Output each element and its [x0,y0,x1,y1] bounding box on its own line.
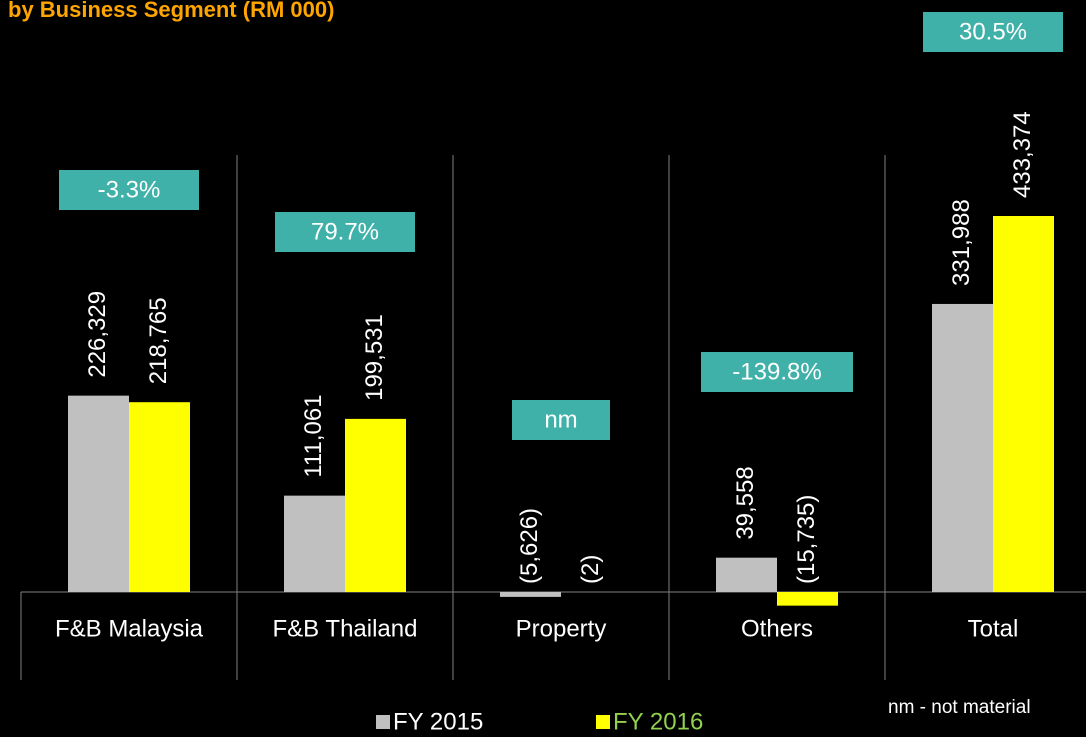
x-tick-label: F&B Thailand [273,615,418,642]
footnote: nm - not material [888,697,1031,718]
bar [68,395,129,592]
data-label: 433,374 [1009,111,1036,198]
change-box [275,212,415,252]
legend-label: FY 2015 [393,708,483,735]
legend-label: FY 2016 [613,708,703,735]
change-box [512,400,610,440]
legend-swatch [376,715,390,729]
change-label: 79.7% [311,218,379,245]
change-box [59,170,199,210]
x-tick-label: F&B Malaysia [55,615,204,642]
data-label: 39,558 [732,466,759,539]
legend-swatch [596,715,610,729]
bar [500,592,561,597]
bar [932,303,993,592]
change-box [923,12,1063,52]
bar [716,557,777,592]
data-label: 111,061 [300,394,327,477]
data-label: (5,626) [516,508,543,584]
change-label: -139.8% [732,358,821,385]
change-box [701,352,853,392]
change-label: nm [544,406,577,433]
chart-title: by Business Segment (RM 000) [8,0,334,22]
bar [993,216,1054,592]
change-label: 30.5% [959,18,1027,45]
data-label: (15,735) [793,495,820,584]
x-tick-label: Total [968,615,1019,642]
data-label: (2) [577,555,604,584]
bar [345,418,406,592]
x-tick-label: Property [516,615,607,642]
data-label: 199,531 [361,314,388,401]
bar [129,402,190,592]
change-label: -3.3% [98,176,161,203]
bar [284,495,345,592]
bar [777,592,838,606]
data-label: 226,329 [84,291,111,378]
x-tick-label: Others [741,615,813,642]
data-label: 331,988 [948,199,975,286]
data-label: 218,765 [145,297,172,384]
